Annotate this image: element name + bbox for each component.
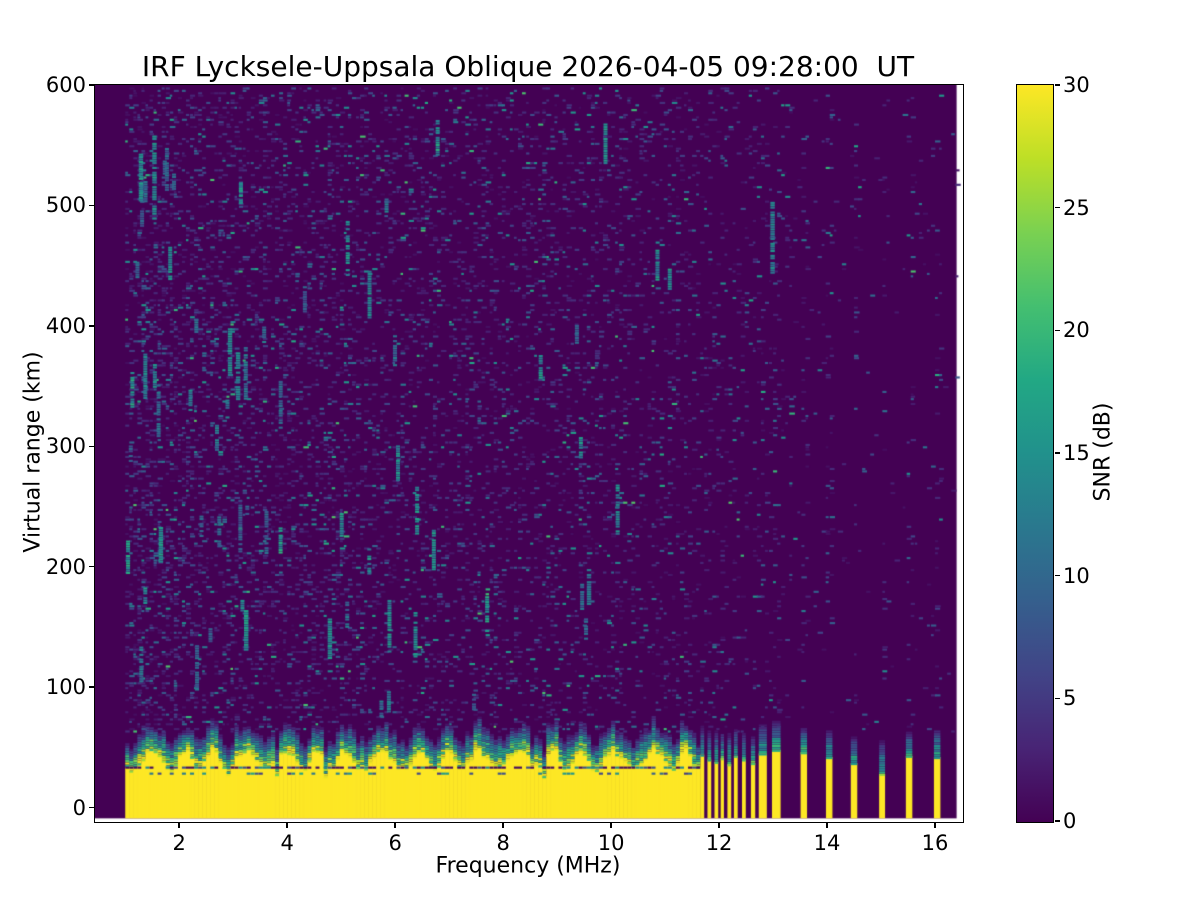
x-tick (178, 822, 180, 828)
colorbar-gradient (1017, 84, 1053, 822)
colorbar-tick (1054, 329, 1060, 332)
y-tick-label: 400 (45, 313, 86, 338)
y-tick (88, 445, 94, 447)
colorbar-tick (1054, 206, 1060, 209)
x-axis-label: Frequency (MHz) (435, 853, 621, 879)
colorbar-tick-label: 25 (1063, 195, 1090, 220)
x-tick (718, 822, 720, 828)
x-tick-label: 12 (705, 831, 733, 855)
x-tick (502, 822, 504, 828)
x-tick (934, 822, 936, 828)
chart-title: IRF Lycksele-Uppsala Oblique 2026-04-05 … (141, 50, 915, 83)
y-tick-label: 500 (45, 193, 86, 218)
plot-axes-frame (93, 83, 964, 823)
colorbar-tick (1054, 820, 1060, 822)
x-tick (394, 822, 396, 828)
x-tick-label: 10 (597, 831, 625, 855)
colorbar-tick-label: 30 (1063, 73, 1090, 97)
x-tick-label: 16 (921, 831, 949, 855)
colorbar (1016, 83, 1054, 823)
y-tick (88, 806, 94, 809)
colorbar-tick-label: 10 (1063, 563, 1090, 588)
y-tick-label: 600 (45, 73, 86, 97)
colorbar-tick (1054, 697, 1060, 700)
y-tick-label: 0 (72, 795, 86, 820)
x-tick (610, 822, 612, 828)
y-tick (88, 686, 94, 688)
y-tick (88, 325, 94, 327)
x-tick-label: 4 (280, 831, 294, 855)
colorbar-tick (1054, 452, 1060, 454)
colorbar-tick-label: 20 (1063, 318, 1090, 343)
y-axis-label: Virtual range (km) (20, 351, 46, 553)
colorbar-tick-label: 0 (1063, 809, 1077, 833)
colorbar-tick-label: 5 (1063, 686, 1077, 711)
x-tick-label: 6 (388, 831, 402, 855)
y-tick (88, 565, 94, 568)
x-tick (286, 822, 288, 828)
x-tick-label: 14 (813, 831, 841, 855)
ionogram-heatmap (95, 85, 962, 821)
colorbar-label: SNR (dB) (1090, 402, 1116, 502)
y-tick (88, 84, 94, 86)
x-tick-label: 2 (172, 831, 186, 855)
colorbar-tick (1054, 84, 1060, 86)
y-tick-label: 200 (45, 554, 86, 579)
colorbar-tick (1054, 574, 1060, 577)
y-tick-label: 300 (45, 434, 86, 459)
colorbar-tick-label: 15 (1063, 441, 1090, 465)
x-tick-label: 8 (496, 831, 510, 855)
y-tick-label: 100 (45, 675, 86, 700)
y-tick (88, 204, 94, 207)
x-tick (826, 822, 828, 828)
